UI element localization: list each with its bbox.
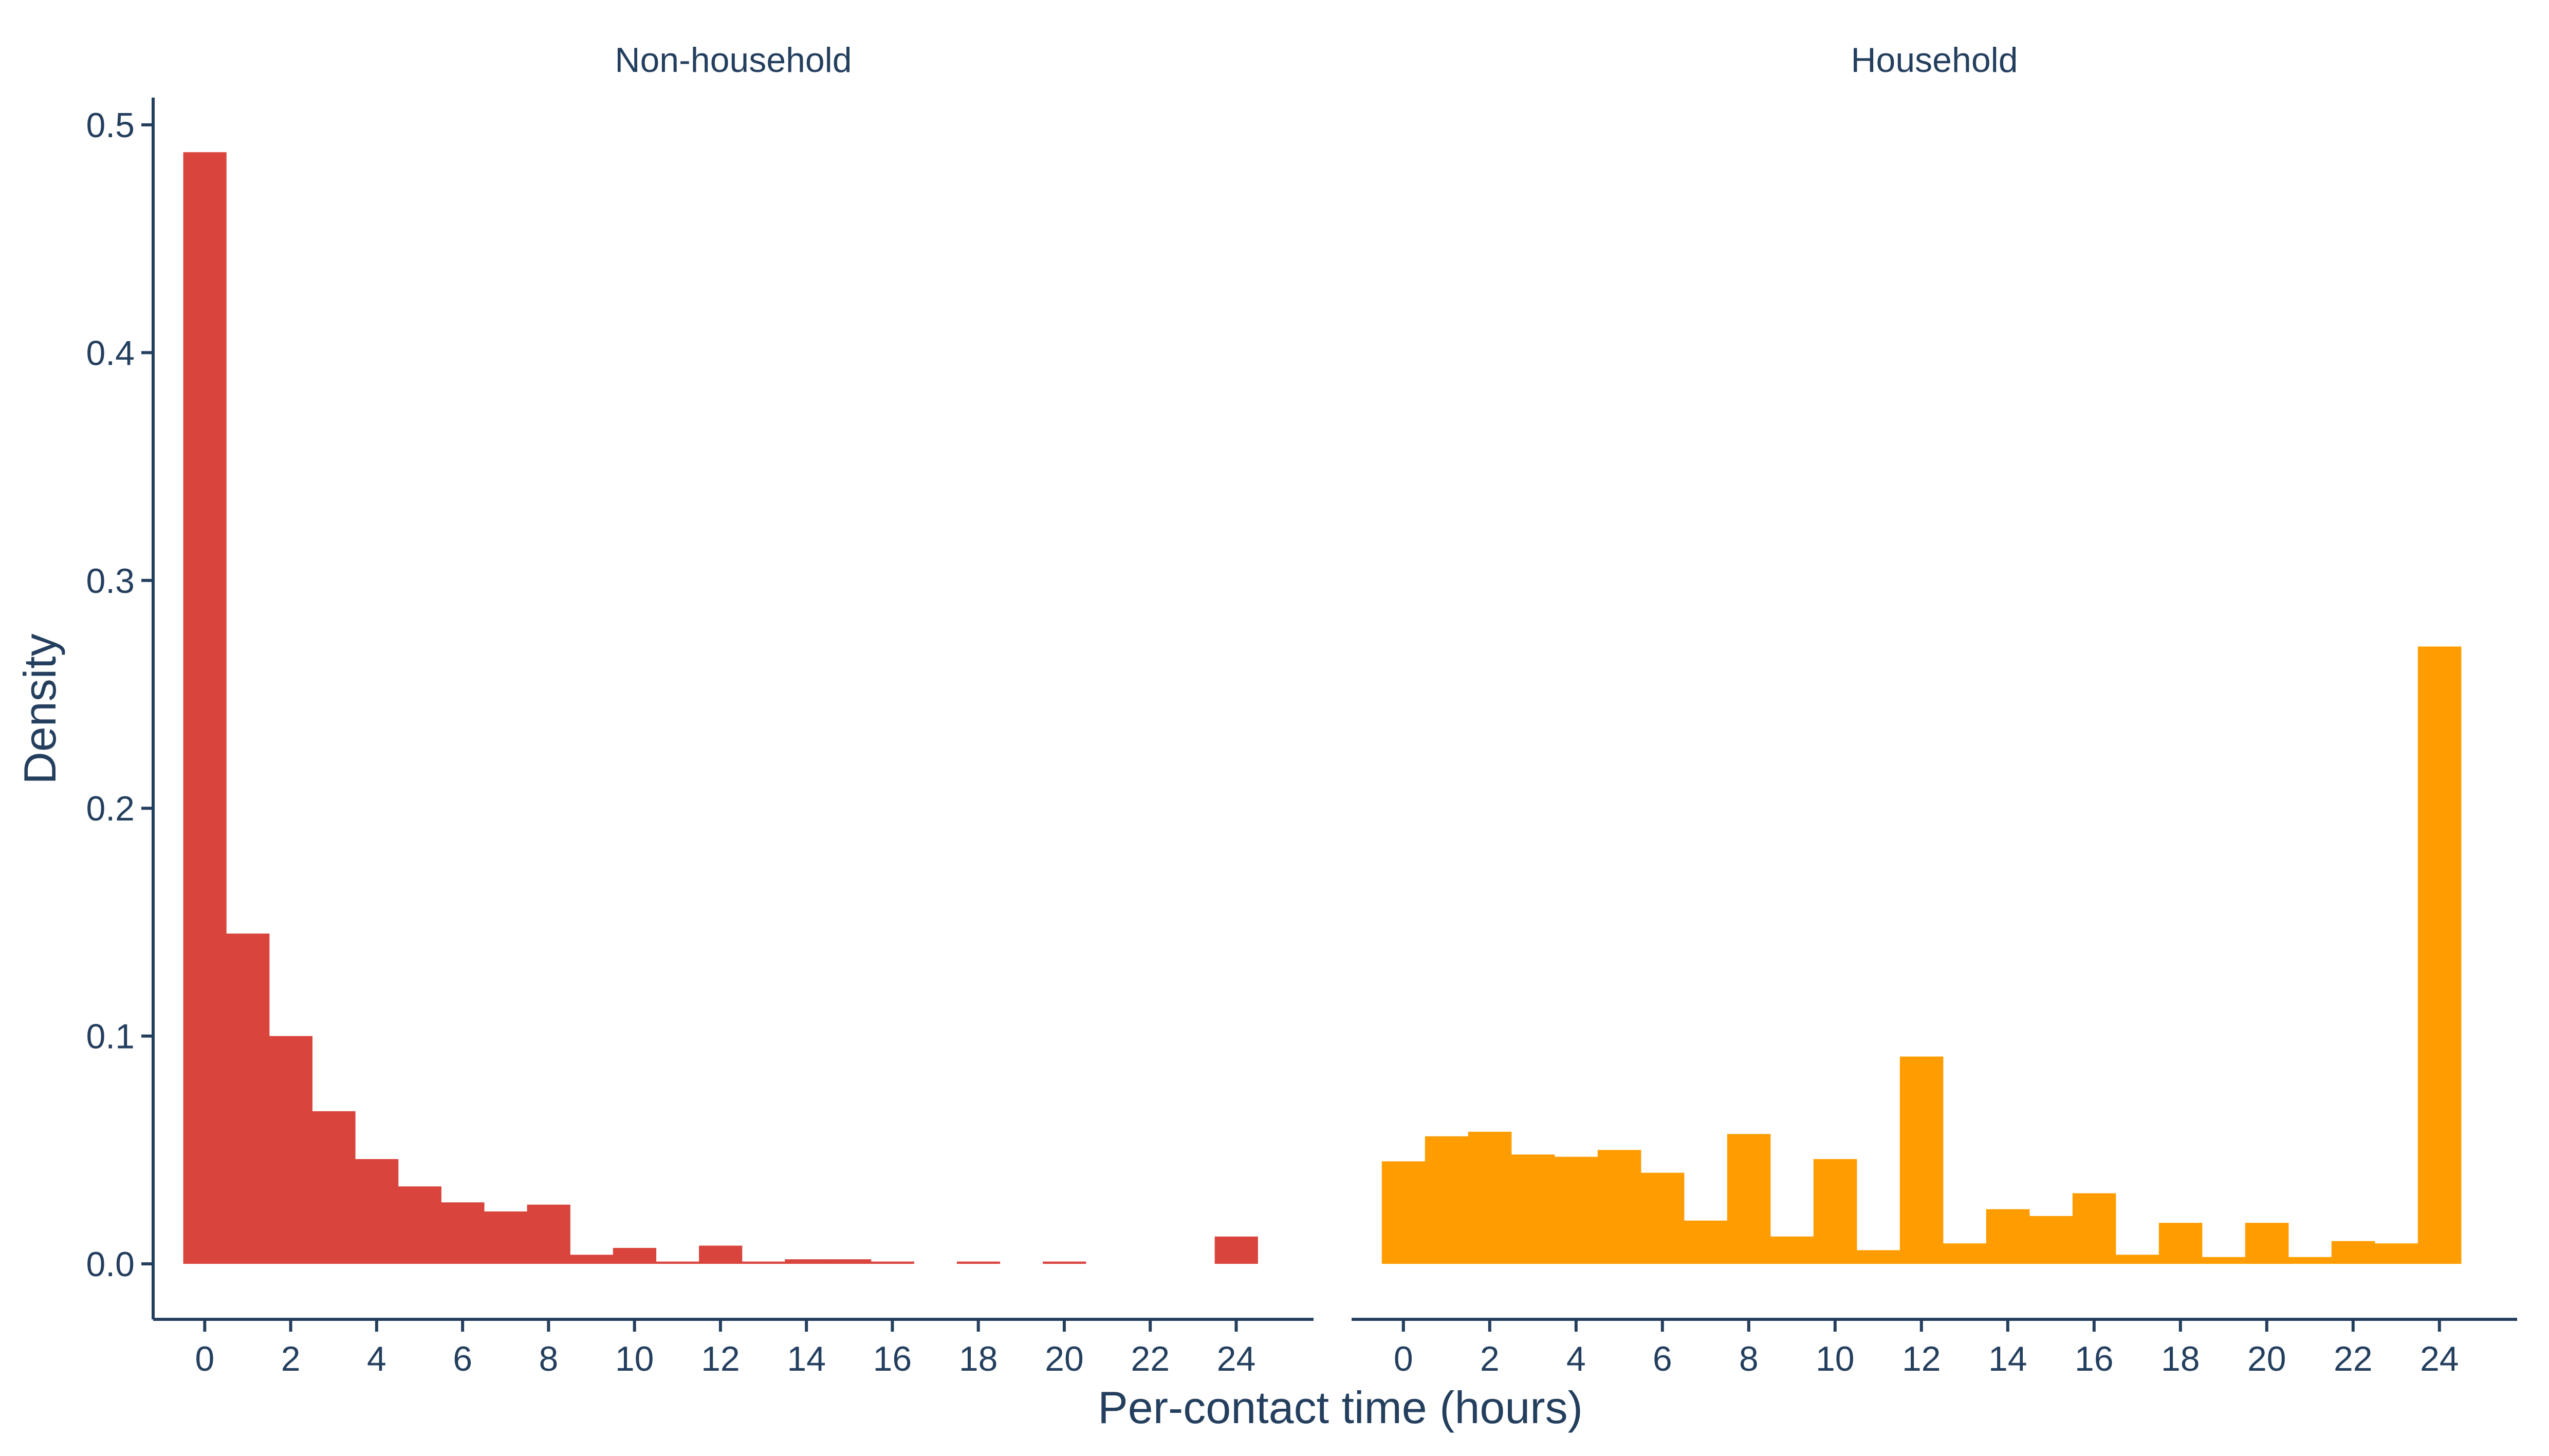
y-tick-label: 0.5: [86, 106, 135, 145]
panel-title: Non-household: [615, 41, 852, 80]
histogram-bar: [1468, 1131, 1512, 1264]
histogram-bar: [2072, 1193, 2116, 1264]
histogram-bar: [1684, 1220, 1728, 1264]
x-tick-label: 18: [2161, 1339, 2200, 1378]
x-tick-label: 12: [1902, 1339, 1941, 1378]
histogram-bar: [1943, 1243, 1987, 1264]
histogram-bar: [2245, 1223, 2289, 1264]
histogram-bar: [183, 152, 227, 1264]
histogram-bar: [484, 1211, 528, 1264]
histogram-bar: [1554, 1156, 1598, 1264]
histogram-bar: [1511, 1154, 1555, 1264]
x-tick-label: 4: [1566, 1339, 1586, 1378]
x-tick-label: 8: [1739, 1339, 1759, 1378]
histogram-bar: [226, 934, 270, 1264]
histogram-bar: [699, 1245, 743, 1264]
x-tick-label: 10: [1816, 1339, 1855, 1378]
histogram-bar: [1813, 1159, 1857, 1264]
x-tick-label: 2: [281, 1339, 301, 1378]
histogram-bar: [2331, 1241, 2375, 1264]
histogram-bar: [2029, 1216, 2073, 1264]
x-tick-label: 0: [195, 1339, 214, 1378]
y-tick-label: 0.0: [86, 1245, 135, 1284]
histogram-bar: [1640, 1172, 1685, 1264]
x-tick-label: 16: [2075, 1339, 2114, 1378]
histogram-bar: [956, 1261, 1001, 1264]
x-tick-label: 18: [959, 1339, 998, 1378]
histogram-bar: [1381, 1161, 1426, 1264]
x-tick-label: 20: [2247, 1339, 2286, 1378]
histogram-bar: [2417, 646, 2462, 1264]
histogram-bar: [2115, 1255, 2159, 1264]
histogram-bar: [355, 1159, 399, 1264]
histogram-bar: [742, 1261, 785, 1264]
x-tick-label: 20: [1045, 1339, 1084, 1378]
histogram-bar: [1043, 1261, 1086, 1264]
histogram-bar: [827, 1259, 872, 1264]
x-tick-label: 6: [453, 1339, 472, 1378]
x-tick-label: 10: [615, 1339, 654, 1378]
histogram-bar: [269, 1036, 313, 1264]
x-tick-label: 16: [873, 1339, 912, 1378]
y-axis: 0.0 0.1 0.2 0.3 0.4 0.5: [86, 98, 155, 1319]
histogram-bar: [398, 1186, 441, 1264]
x-tick-label: 24: [2420, 1339, 2459, 1378]
y-tick-label: 0.1: [86, 1017, 135, 1056]
x-tick-label: 22: [2334, 1339, 2373, 1378]
histogram-bar: [2202, 1257, 2246, 1264]
histogram-bar: [1214, 1236, 1258, 1264]
histogram-bar: [613, 1247, 657, 1264]
x-tick-label: 14: [1988, 1339, 2027, 1378]
histogram-bar: [2158, 1223, 2203, 1264]
histogram-bar: [1597, 1150, 1641, 1264]
x-tick-label: 24: [1217, 1339, 1256, 1378]
histogram-bar: [1856, 1250, 1900, 1264]
histogram-bar: [2288, 1257, 2332, 1264]
y-axis-title: Density: [14, 633, 65, 784]
histogram-bar: [1727, 1134, 1771, 1264]
histogram-bar: [312, 1111, 356, 1264]
y-tick-label: 0.3: [86, 562, 135, 601]
x-tick-label: 14: [787, 1339, 826, 1378]
y-tick-label: 0.4: [86, 333, 135, 372]
x-tick-label: 4: [367, 1339, 386, 1378]
histogram-bar: [1899, 1056, 1944, 1264]
x-tick-label: 8: [539, 1339, 558, 1378]
x-axis-title: Per-contact time (hours): [1098, 1382, 1583, 1433]
histogram-bar: [441, 1202, 485, 1264]
x-tick-label: 6: [1653, 1339, 1672, 1378]
panel-title: Household: [1851, 41, 2018, 80]
histogram-bar: [1425, 1136, 1469, 1264]
histogram-bar: [2374, 1243, 2418, 1264]
x-tick-label: 2: [1480, 1339, 1500, 1378]
histogram-bar: [1986, 1209, 2030, 1264]
histogram-bar: [656, 1261, 699, 1264]
histogram-bar: [785, 1259, 828, 1264]
histogram-bar: [871, 1261, 914, 1264]
histogram-bar: [570, 1255, 614, 1264]
x-tick-label: 22: [1131, 1339, 1170, 1378]
y-tick-label: 0.2: [86, 789, 135, 828]
x-tick-label: 0: [1394, 1339, 1413, 1378]
x-tick-label: 12: [701, 1339, 740, 1378]
histogram-bar: [1770, 1236, 1814, 1264]
histogram-bar: [527, 1204, 570, 1264]
